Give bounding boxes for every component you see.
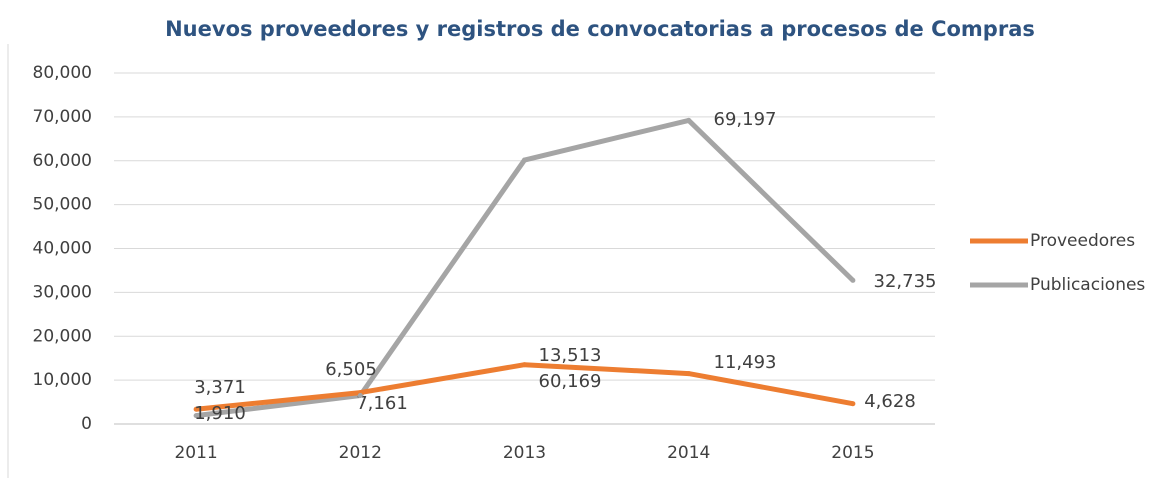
data-label: 7,161 [356, 393, 408, 414]
data-label: 1,910 [194, 403, 246, 424]
point [193, 413, 199, 419]
data-label: 60,169 [539, 371, 602, 392]
y-tick-label: 80,000 [33, 63, 92, 83]
point [850, 277, 856, 283]
y-tick-label: 30,000 [33, 282, 92, 302]
point [357, 392, 363, 398]
y-tick-label: 40,000 [33, 239, 92, 259]
chart-title: Nuevos proveedores y registros de convoc… [165, 17, 1035, 41]
point [850, 401, 856, 407]
point [522, 157, 527, 163]
y-tick-label: 20,000 [33, 326, 92, 346]
point [686, 371, 692, 377]
x-tick-label: 2015 [831, 443, 874, 463]
y-tick-label: 10,000 [33, 370, 92, 390]
legend-label: Publicaciones [1030, 275, 1145, 295]
y-tick-label: 50,000 [33, 195, 92, 215]
x-tick-label: 2013 [503, 443, 546, 463]
y-tick-label: 0 [81, 414, 92, 434]
data-label: 3,371 [194, 377, 246, 398]
data-label: 69,197 [714, 109, 777, 130]
x-tick-label: 2011 [174, 443, 217, 463]
data-label: 4,628 [864, 391, 916, 412]
point [522, 362, 527, 368]
y-tick-label: 60,000 [33, 151, 92, 171]
legend-label: Proveedores [1030, 231, 1135, 251]
data-label: 32,735 [874, 271, 937, 292]
data-label: 6,505 [325, 359, 377, 380]
x-tick-label: 2012 [339, 443, 382, 463]
point [193, 406, 199, 412]
x-tick-label: 2014 [667, 443, 710, 463]
point [686, 117, 692, 123]
data-label: 13,513 [539, 345, 602, 366]
y-tick-label: 70,000 [33, 107, 92, 127]
data-label: 11,493 [714, 352, 777, 373]
